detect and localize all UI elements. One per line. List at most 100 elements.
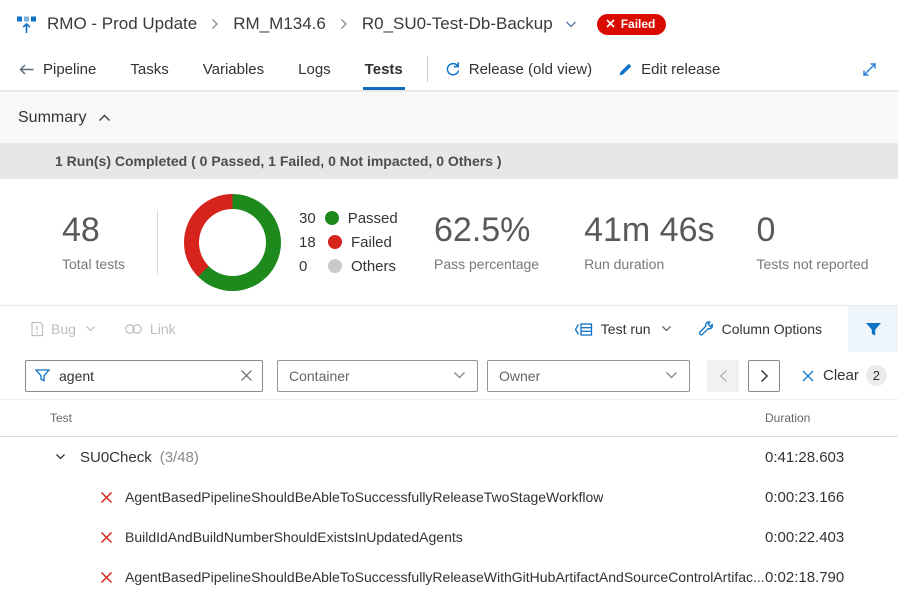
table-row[interactable]: AgentBasedPipelineShouldBeAbleToSuccessf… <box>0 557 898 597</box>
stat-not-reported: 0 Tests not reported <box>756 210 869 273</box>
filter-funnel-icon <box>865 322 882 337</box>
pencil-icon <box>618 62 633 77</box>
donut-hole <box>199 208 266 276</box>
filter-bar: Container Owner Clear 2 <box>0 352 898 400</box>
test-duration: 0:00:22.403 <box>765 528 845 546</box>
others-count: 0 <box>299 257 308 275</box>
container-filter-dropdown[interactable]: Container <box>277 359 478 392</box>
tab-logs[interactable]: Logs <box>298 60 331 78</box>
active-filters-count-badge: 2 <box>865 365 887 386</box>
tab-pipeline-back[interactable]: Pipeline <box>16 48 98 90</box>
stat-pass-percentage: 62.5% Pass percentage <box>434 211 540 273</box>
filter-funnel-outline-icon <box>35 369 50 382</box>
summary-section: Summary 1 Run(s) Completed ( 0 Passed, 1… <box>0 91 898 306</box>
clear-filters-button[interactable]: Clear <box>801 367 859 384</box>
test-filter-input[interactable] <box>59 367 231 384</box>
failed-count: 18 <box>299 233 316 251</box>
status-badge: Failed <box>596 13 667 35</box>
legend-passed: 30 Passed <box>299 209 398 227</box>
next-result-button[interactable] <box>748 359 780 392</box>
test-filter-searchbox <box>25 359 263 392</box>
container-filter-label: Container <box>289 367 350 384</box>
test-duration: 0:00:23.166 <box>765 488 845 506</box>
total-tests-label: Total tests <box>62 256 126 273</box>
chevron-right-icon <box>340 18 348 30</box>
status-badge-label: Failed <box>620 16 656 31</box>
tab-variables[interactable]: Variables <box>202 60 265 78</box>
group-rows-icon <box>574 322 593 337</box>
release-pipeline-icon <box>16 14 37 35</box>
passed-count: 30 <box>299 209 316 227</box>
owner-filter-dropdown[interactable]: Owner <box>487 359 690 392</box>
group-name: SU0Check <box>80 448 152 466</box>
column-header-test[interactable]: Test <box>50 411 73 425</box>
redo-arrow-icon <box>444 61 461 77</box>
bug-label: Bug <box>51 321 76 337</box>
bug-button[interactable]: Bug <box>30 321 96 337</box>
clear-x-icon <box>801 369 815 383</box>
legend-failed: 18 Failed <box>299 234 396 251</box>
group-by-test-run-button[interactable]: Test run <box>574 321 672 337</box>
tab-pipeline-label: Pipeline <box>43 60 97 78</box>
failed-x-icon <box>100 531 113 544</box>
chevron-down-icon <box>665 371 678 380</box>
summary-title: Summary <box>18 108 87 126</box>
divider <box>426 56 428 82</box>
chevron-down-icon <box>661 325 672 333</box>
summary-header-toggle[interactable]: Summary <box>0 92 898 143</box>
fullscreen-expand-icon[interactable] <box>857 57 882 82</box>
toolbar-right: Test run Column Options <box>574 306 898 352</box>
group-duration: 0:41:28.603 <box>765 448 845 466</box>
table-row[interactable]: AgentBasedPipelineShouldBeAbleToSuccessf… <box>0 477 898 517</box>
column-header-duration[interactable]: Duration <box>765 411 811 425</box>
filter-toggle-button[interactable] <box>848 306 898 352</box>
release-old-view-button[interactable]: Release (old view) <box>444 61 592 78</box>
donut-legend: 30 Passed 18 Failed 0 Others <box>299 209 398 275</box>
stat-run-duration: 41m 46s Run duration <box>584 211 714 272</box>
chevron-down-icon <box>85 325 96 333</box>
pass-percentage-label: Pass percentage <box>434 256 540 273</box>
failed-label: Failed <box>351 233 392 251</box>
test-name: BuildIdAndBuildNumberShouldExistsInUpdat… <box>125 529 463 545</box>
chevron-down-icon[interactable] <box>55 453 66 461</box>
stat-total-tests: 48 Total tests <box>62 211 157 273</box>
divider <box>157 210 158 274</box>
not-reported-label: Tests not reported <box>756 256 869 273</box>
failed-x-icon <box>100 491 113 504</box>
chevron-right-icon <box>211 18 219 30</box>
edit-release-label: Edit release <box>641 60 721 78</box>
chevron-down-icon <box>453 371 466 380</box>
breadcrumb-release-current[interactable]: R0_SU0-Test-Db-Backup <box>361 14 553 33</box>
column-options-button[interactable]: Column Options <box>698 321 822 337</box>
others-label: Others <box>350 257 396 275</box>
failed-x-icon <box>100 571 113 584</box>
column-options-label: Column Options <box>721 321 822 337</box>
passed-label: Passed <box>347 209 398 227</box>
legend-others: 0 Others <box>299 258 396 275</box>
link-button[interactable]: Link <box>124 321 176 337</box>
release-old-view-label: Release (old view) <box>468 60 593 78</box>
group-count: (3/48) <box>159 448 199 466</box>
test-group-row[interactable]: SU0Check (3/48) 0:41:28.603 <box>0 437 898 477</box>
chevron-down-icon[interactable] <box>565 20 577 29</box>
clear-search-icon[interactable] <box>240 369 253 382</box>
breadcrumb-project[interactable]: RMO - Prod Update <box>47 14 198 33</box>
tab-tests[interactable]: Tests <box>362 48 405 90</box>
tab-tasks[interactable]: Tasks <box>130 60 169 78</box>
results-table-header: Test Duration <box>0 400 898 437</box>
breadcrumb-release-def[interactable]: RM_M134.6 <box>233 14 326 33</box>
not-reported-value: 0 <box>756 210 776 249</box>
runs-summary-bar: 1 Run(s) Completed ( 0 Passed, 1 Failed,… <box>0 143 898 179</box>
edit-release-button[interactable]: Edit release <box>618 61 720 78</box>
passed-dot-icon <box>324 211 339 225</box>
table-row[interactable]: BuildIdAndBuildNumberShouldExistsInUpdat… <box>0 517 898 557</box>
clear-filters-label: Clear <box>823 367 859 384</box>
tab-bar: Pipeline Tasks Variables Logs Tests Rele… <box>0 48 898 91</box>
owner-filter-label: Owner <box>499 367 541 384</box>
test-duration: 0:02:18.790 <box>765 568 845 586</box>
test-name: AgentBasedPipelineShouldBeAbleToSuccessf… <box>125 569 765 585</box>
previous-result-button[interactable] <box>707 359 739 392</box>
test-run-label: Test run <box>600 321 651 337</box>
wrench-icon <box>698 321 714 337</box>
